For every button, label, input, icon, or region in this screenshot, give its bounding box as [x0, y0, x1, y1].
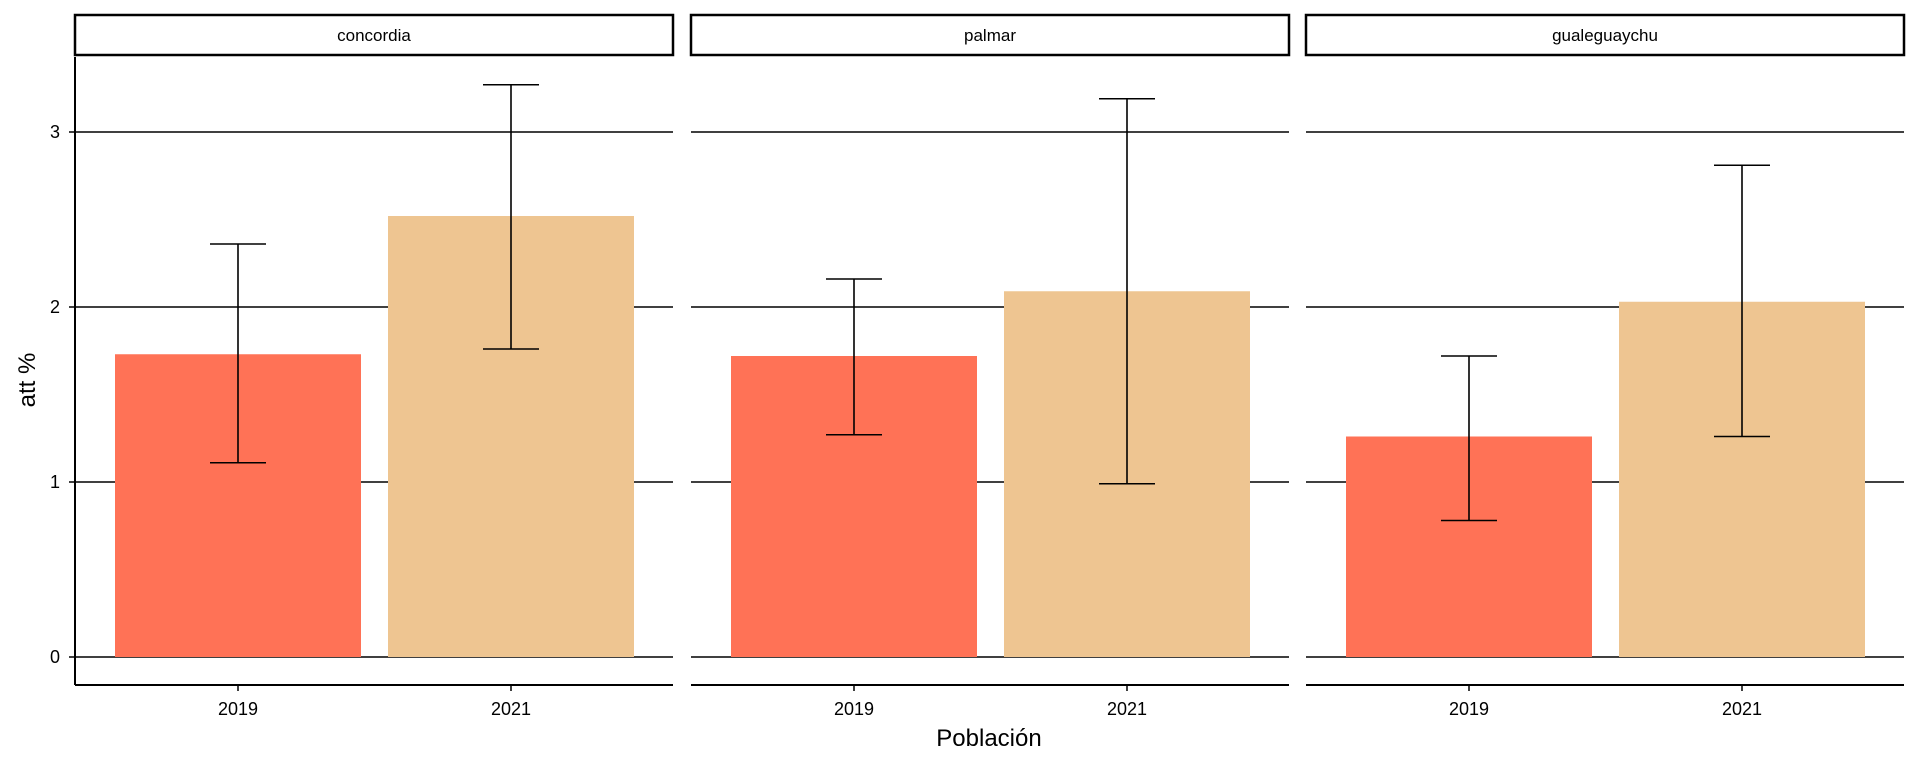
strip-palmar: [689, 13, 1291, 57]
y-tick-label: 2: [50, 297, 60, 317]
strip-concordia: [73, 13, 675, 57]
strip-label: gualeguaychu: [1552, 26, 1658, 45]
x-axis-title: Población: [936, 725, 1041, 752]
y-tick-label: 0: [50, 647, 60, 667]
y-axis-title: att %: [14, 353, 41, 408]
strip-label: concordia: [337, 26, 411, 45]
x-tick-label: 2021: [1107, 699, 1147, 719]
x-tick-label: 2021: [491, 699, 531, 719]
strip-label: palmar: [964, 26, 1016, 45]
x-tick-label: 2019: [218, 699, 258, 719]
panel-concordia: concordia 2019 2021 0 1 2 3: [50, 13, 675, 719]
panel-palmar: palmar 2019 2021: [689, 13, 1291, 719]
strip-gualeguaychu: [1304, 13, 1906, 57]
x-tick-label: 2019: [1449, 699, 1489, 719]
panel-gualeguaychu: gualeguaychu 2019 2021: [1304, 13, 1906, 719]
x-tick-label: 2019: [834, 699, 874, 719]
y-tick-label: 1: [50, 472, 60, 492]
y-tick-label: 3: [50, 122, 60, 142]
x-tick-label: 2021: [1722, 699, 1762, 719]
